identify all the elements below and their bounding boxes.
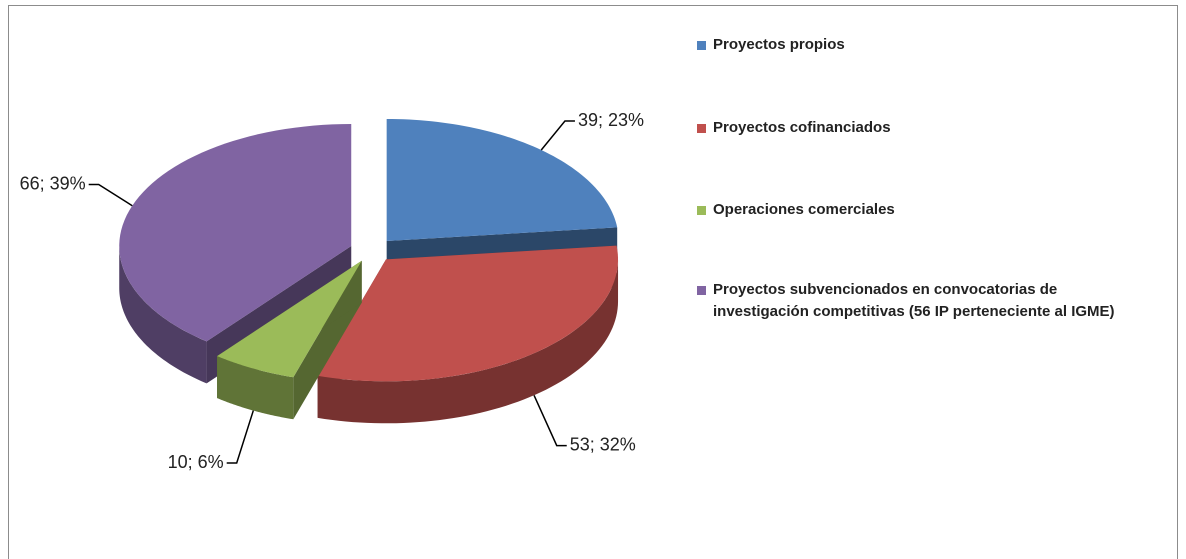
legend-swatch (697, 124, 706, 133)
legend-label: Proyectos propios (713, 36, 845, 53)
chart-frame (8, 5, 1178, 559)
legend-swatch (697, 41, 706, 50)
data-label: 66; 39% (20, 173, 86, 193)
data-label: 39; 23% (578, 110, 644, 130)
slice (217, 260, 362, 378)
legend-item: Proyectos cofinanciados (697, 117, 1133, 139)
slice (386, 118, 618, 241)
slice (119, 124, 352, 342)
legend-item: Proyectos subvencionados en convocatoria… (697, 279, 1133, 323)
leader-line (540, 120, 575, 151)
legend-swatch (697, 206, 706, 215)
slice (317, 245, 619, 382)
data-label: 53; 32% (570, 434, 636, 454)
legend-item: Proyectos propios (697, 34, 1133, 56)
leader-line (533, 394, 567, 447)
data-label: 10; 6% (168, 452, 224, 472)
slice-wall (217, 356, 294, 420)
slice-wall (119, 246, 207, 384)
legend-label: Proyectos cofinanciados (713, 119, 891, 136)
leader-line (88, 183, 133, 207)
slice-wall (317, 259, 619, 424)
legend-label: Proyectos subvencionados en convocatoria… (713, 281, 1115, 320)
leader-line (226, 410, 255, 464)
legend-item: Operaciones comerciales (697, 199, 1133, 221)
legend-swatch (697, 286, 706, 295)
legend-label: Operaciones comerciales (713, 201, 895, 218)
